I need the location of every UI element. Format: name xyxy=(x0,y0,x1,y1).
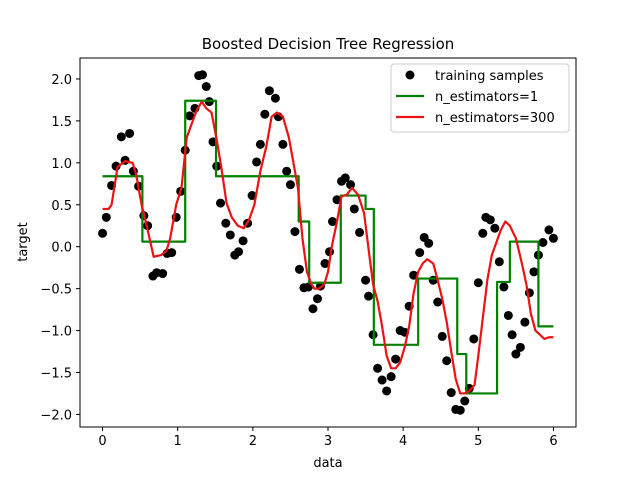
x-axis: 0 1 2 3 4 5 6 xyxy=(98,427,558,449)
scatter-point xyxy=(312,294,322,304)
scatter-point xyxy=(221,218,231,228)
scatter-point xyxy=(355,227,365,237)
series-layer xyxy=(98,70,558,415)
scatter-point xyxy=(391,354,401,364)
series-line-n-estimators-300 xyxy=(102,100,554,395)
scatter-point xyxy=(437,331,447,341)
scatter-point xyxy=(197,70,207,80)
scatter-point xyxy=(485,215,495,225)
scatter-point xyxy=(382,386,392,396)
y-tick-label: 2.0 xyxy=(51,73,72,88)
scatter-point xyxy=(364,291,374,301)
scatter-point xyxy=(234,247,244,257)
scatter-point xyxy=(473,278,483,288)
scatter-point xyxy=(503,310,513,320)
scatter-point xyxy=(290,227,300,237)
y-axis: −2.0 −1.5 −1.0 −0.5 0.0 0.5 1.0 1.5 2.0 xyxy=(40,73,80,423)
x-tick-label: 0 xyxy=(98,434,106,449)
scatter-point xyxy=(125,128,135,138)
scatter-point xyxy=(328,217,338,227)
x-tick-label: 6 xyxy=(549,434,557,449)
legend-box xyxy=(390,63,570,133)
scatter-point xyxy=(247,191,257,201)
scatter-point xyxy=(308,304,318,314)
scatter-point xyxy=(544,225,554,235)
scatter-point xyxy=(158,269,168,279)
scatter-point xyxy=(285,180,295,190)
scatter-point xyxy=(216,198,226,208)
scatter-point xyxy=(264,86,274,96)
scatter-point xyxy=(361,275,371,285)
x-axis-title: data xyxy=(313,456,342,471)
scatter-point xyxy=(377,375,387,385)
scatter-point xyxy=(332,195,342,205)
scatter-point xyxy=(415,248,425,258)
scatter-point xyxy=(433,297,443,307)
scatter-point xyxy=(320,258,330,268)
y-tick-label: 0.0 xyxy=(51,241,72,256)
x-tick-label: 1 xyxy=(174,434,182,449)
legend-label: training samples xyxy=(435,69,544,84)
x-tick-label: 5 xyxy=(474,434,482,449)
scatter-point xyxy=(225,230,235,240)
scatter-point xyxy=(538,238,548,247)
legend: training samples n_estimators=1 n_estimato… xyxy=(390,63,570,133)
scatter-point xyxy=(515,342,525,352)
scatter-point xyxy=(260,109,270,119)
scatter-point xyxy=(185,111,195,121)
y-tick-label: 0.5 xyxy=(51,199,72,214)
scatter-point xyxy=(494,257,504,267)
scatter-point xyxy=(101,212,111,222)
scatter-point xyxy=(282,166,292,176)
scatter-point xyxy=(442,356,452,366)
x-tick-label: 3 xyxy=(324,434,332,449)
scatter-point xyxy=(511,349,521,359)
scatter-point xyxy=(255,139,265,149)
y-tick-label: −1.0 xyxy=(40,325,72,340)
y-tick-label: 1.5 xyxy=(51,115,72,130)
scatter-point xyxy=(507,330,517,340)
x-tick-label: 2 xyxy=(249,434,257,449)
series-line-n-estimators-1 xyxy=(102,99,554,395)
legend-marker-training-samples xyxy=(405,70,415,80)
scatter-point xyxy=(373,363,383,373)
scatter-point xyxy=(478,228,488,238)
legend-label: n_estimators=300 xyxy=(435,111,555,126)
scatter-point xyxy=(424,238,434,248)
scatter-point xyxy=(201,82,211,92)
scatter-point xyxy=(446,388,456,398)
scatter-point xyxy=(386,372,396,382)
y-tick-label: 1.0 xyxy=(51,157,72,172)
scatter-point xyxy=(460,396,470,406)
x-tick-label: 4 xyxy=(399,434,407,449)
scatter-point xyxy=(238,236,248,246)
scatter-point xyxy=(270,93,280,103)
scatter-point xyxy=(490,223,500,233)
scatter-point xyxy=(469,334,479,344)
scatter-point xyxy=(499,282,509,292)
scatter-point xyxy=(278,139,288,149)
scatter-point xyxy=(529,267,539,277)
chart-title: Boosted Decision Tree Regression xyxy=(202,35,455,53)
scatter-point xyxy=(349,204,359,214)
scatter-point xyxy=(520,317,530,327)
y-tick-label: −0.5 xyxy=(40,283,72,298)
scatter-point xyxy=(346,180,356,190)
scatter-point xyxy=(455,405,465,415)
legend-label: n_estimators=1 xyxy=(435,90,538,105)
scatter-point xyxy=(548,233,558,243)
scatter-point xyxy=(340,173,350,183)
scatter-point xyxy=(252,157,262,167)
y-tick-label: −2.0 xyxy=(40,408,72,423)
y-tick-label: −1.5 xyxy=(40,366,72,381)
scatter-point xyxy=(116,132,126,142)
scatter-point xyxy=(167,248,177,258)
y-axis-title: target xyxy=(16,222,31,262)
scatter-point xyxy=(294,264,304,274)
scatter-point xyxy=(98,228,108,238)
